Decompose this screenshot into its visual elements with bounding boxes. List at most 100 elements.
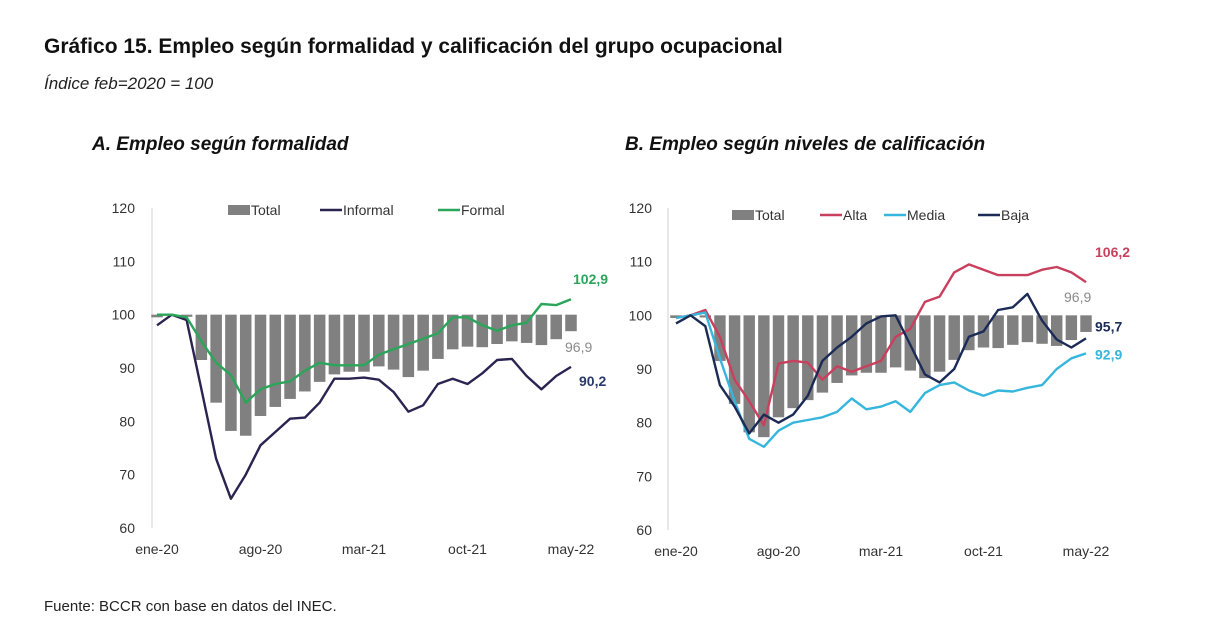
end-label-formal: 102,9: [573, 271, 608, 287]
bar-total: [1036, 315, 1048, 344]
bar-total: [802, 315, 814, 401]
bar-total: [210, 314, 222, 403]
bar-total: [948, 315, 960, 360]
y-tick-label: 120: [629, 200, 653, 216]
bar-total: [992, 315, 1004, 349]
source-note: Fuente: BCCR con base en datos del INEC.: [44, 598, 337, 615]
legend-label-total: Total: [251, 202, 281, 218]
end-label-alta: 106,2: [1095, 244, 1130, 260]
bar-total: [432, 314, 444, 359]
panel-a-title: A. Empleo según formalidad: [92, 134, 349, 155]
y-tick-label: 70: [119, 467, 135, 483]
bar-total: [1065, 315, 1078, 341]
x-tick-label: mar-21: [342, 541, 387, 557]
bar-total: [889, 315, 902, 368]
bar-total: [284, 314, 296, 399]
legend-label-informal: Informal: [343, 202, 394, 218]
legend-swatch-total: [732, 210, 754, 220]
x-tick-label: oct-21: [448, 541, 487, 557]
bar-total: [269, 314, 282, 407]
legend-label-baja: Baja: [1001, 207, 1029, 223]
bar-total: [417, 314, 429, 371]
y-tick-label: 70: [636, 468, 652, 484]
bar-total: [402, 314, 415, 378]
bar-total: [670, 315, 682, 319]
legend-label-total: Total: [755, 207, 785, 223]
legend-label-media: Media: [907, 207, 945, 223]
bar-total: [195, 314, 208, 360]
y-tick-label: 110: [630, 254, 653, 270]
y-tick-label: 60: [636, 522, 652, 538]
bar-total: [520, 314, 533, 343]
bar-total: [239, 314, 252, 436]
x-tick-label: mar-21: [859, 543, 904, 559]
end-label-baja: 95,7: [1095, 318, 1122, 334]
line-formal: [157, 298, 572, 404]
x-tick-label: ene-20: [654, 543, 698, 559]
bar-total: [535, 314, 548, 346]
y-tick-label: 80: [119, 413, 135, 429]
end-label-media: 92,9: [1095, 346, 1122, 362]
y-tick-label: 90: [119, 360, 135, 376]
x-tick-label: may-22: [548, 541, 595, 557]
line-baja: [675, 292, 1087, 435]
bar-total: [743, 315, 755, 433]
figure-subtitle: Índice feb=2020 = 100: [44, 74, 214, 93]
y-tick-label: 120: [112, 200, 136, 216]
x-tick-label: may-22: [1063, 543, 1110, 559]
chart-panel-a: 60 70 80 90 100 110 120 ene-20 ago-20 mar-21 oct-2…: [112, 200, 609, 557]
legend-swatch-total: [228, 205, 250, 215]
bar-total: [446, 314, 459, 350]
end-label-total: 96,9: [565, 339, 592, 355]
legend-label-formal: Formal: [461, 202, 505, 218]
bar-total: [846, 315, 858, 376]
bar-total: [476, 314, 489, 348]
bar-total: [565, 314, 577, 332]
bar-total: [343, 314, 355, 372]
bar-total: [328, 314, 341, 375]
end-label-total: 96,9: [1064, 289, 1091, 305]
bar-total: [933, 315, 946, 372]
figure-title: Gráfico 15. Empleo según formalidad y ca…: [44, 35, 783, 58]
bar-total: [299, 314, 311, 392]
y-tick-label: 80: [636, 415, 652, 431]
y-tick-label: 100: [629, 307, 653, 323]
bar-total: [758, 315, 770, 438]
y-tick-label: 100: [112, 307, 136, 323]
x-tick-label: ene-20: [135, 541, 179, 557]
y-tick-label: 60: [119, 520, 135, 536]
bar-total: [860, 315, 873, 373]
bar-total: [1007, 315, 1019, 345]
bar-total: [254, 314, 267, 416]
chart-panel-b: 60 70 80 90 100 110 120 ene-20 ago-20 mar-21 oct-2…: [629, 200, 1131, 559]
line-informal: [156, 313, 572, 500]
bar-total: [373, 314, 385, 367]
bar-total: [506, 314, 518, 342]
x-tick-label: ago-20: [239, 541, 283, 557]
bar-total: [151, 314, 163, 318]
y-tick-label: 110: [113, 253, 136, 269]
bar-total: [728, 315, 741, 404]
bar-total: [1080, 315, 1092, 332]
bar-total: [963, 315, 975, 351]
line-alta: [675, 263, 1087, 427]
bar-total: [491, 314, 503, 344]
y-tick-label: 90: [636, 361, 652, 377]
bar-total: [875, 315, 887, 373]
bar-total: [919, 315, 931, 379]
bar-total: [816, 315, 829, 393]
bar-total: [461, 314, 474, 347]
bar-total: [1051, 315, 1063, 346]
legend-label-alta: Alta: [843, 207, 867, 223]
x-tick-label: oct-21: [964, 543, 1003, 559]
bar-total: [1021, 315, 1034, 343]
end-label-informal: 90,2: [579, 373, 606, 389]
bar-total: [225, 314, 237, 431]
bar-total: [313, 314, 326, 382]
panel-b-title: B. Empleo según niveles de calificación: [625, 134, 986, 155]
x-tick-label: ago-20: [757, 543, 801, 559]
bar-total: [180, 314, 193, 317]
bar-total: [550, 314, 562, 340]
bar-total: [358, 314, 370, 372]
